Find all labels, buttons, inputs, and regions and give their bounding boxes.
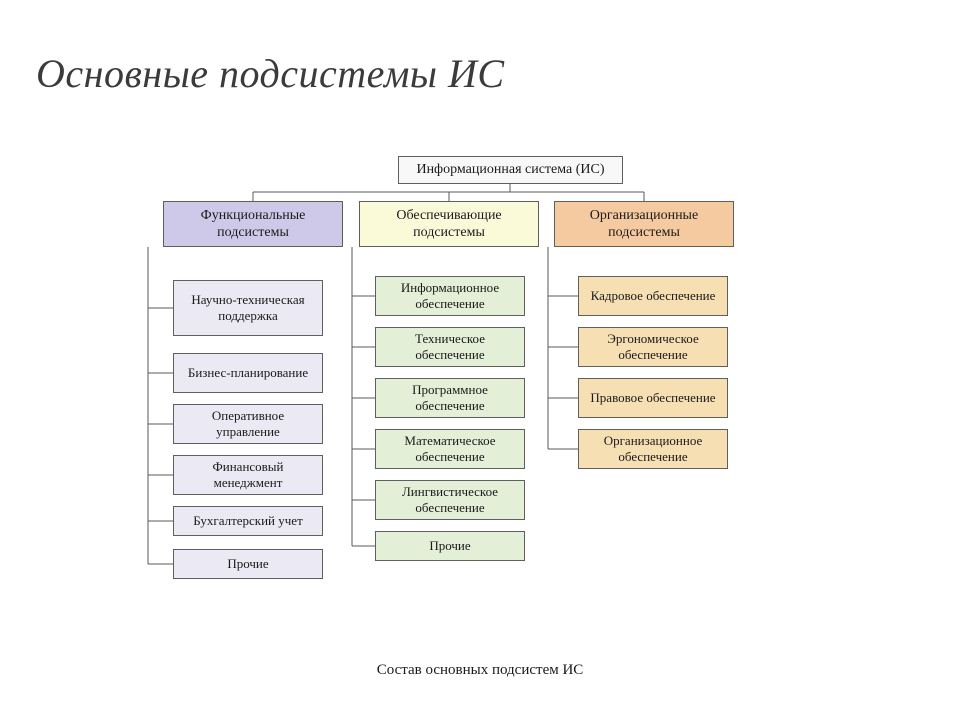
node-root: Информационная система (ИС) bbox=[398, 156, 623, 184]
node-s4: Математическое обеспечение bbox=[375, 429, 525, 469]
slide-title: Основные подсистемы ИС bbox=[36, 50, 505, 97]
node-s3: Программное обеспечение bbox=[375, 378, 525, 418]
node-s1: Информационное обеспечение bbox=[375, 276, 525, 316]
node-o2: Эргономическое обеспечение bbox=[578, 327, 728, 367]
node-f3: Оперативное управление bbox=[173, 404, 323, 444]
node-supp: Обеспечивающие подсистемы bbox=[359, 201, 539, 247]
node-f6: Прочие bbox=[173, 549, 323, 579]
slide: Основные подсистемы ИС Информационная си… bbox=[0, 0, 960, 720]
node-o4: Организационное обеспечение bbox=[578, 429, 728, 469]
node-s5: Лингвистическое обеспечение bbox=[375, 480, 525, 520]
node-f1: Научно-техническая поддержка bbox=[173, 280, 323, 336]
node-o1: Кадровое обеспечение bbox=[578, 276, 728, 316]
node-s6: Прочие bbox=[375, 531, 525, 561]
node-func: Функциональные подсистемы bbox=[163, 201, 343, 247]
node-f2: Бизнес-планирование bbox=[173, 353, 323, 393]
node-s2: Техническое обеспечение bbox=[375, 327, 525, 367]
node-org: Организационные подсистемы bbox=[554, 201, 734, 247]
node-f4: Финансовый менеджмент bbox=[173, 455, 323, 495]
node-o3: Правовое обеспечение bbox=[578, 378, 728, 418]
node-f5: Бухгалтерский учет bbox=[173, 506, 323, 536]
diagram-caption: Состав основных подсистем ИС bbox=[0, 662, 960, 679]
